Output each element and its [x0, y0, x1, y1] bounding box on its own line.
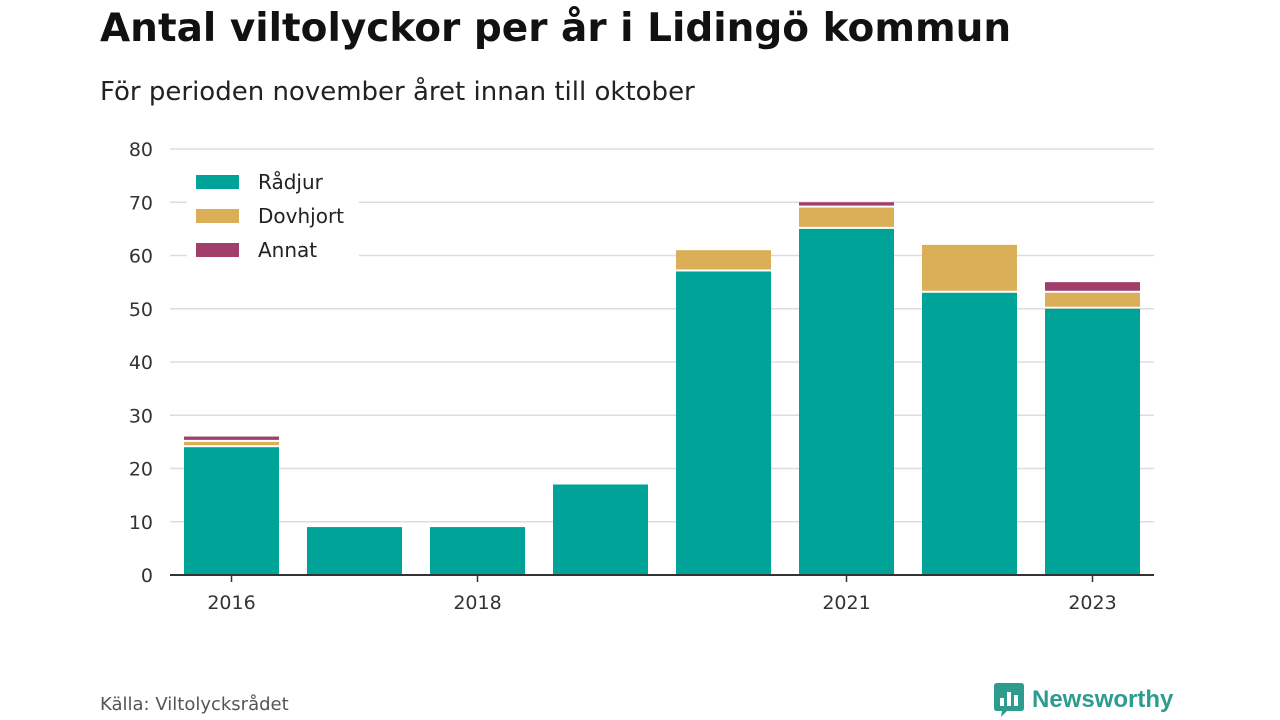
- x-tick-label: 2016: [207, 592, 255, 614]
- y-tick-label: 30: [129, 405, 153, 427]
- x-tick-label: 2018: [453, 592, 501, 614]
- y-tick-label: 70: [129, 192, 153, 214]
- legend-label: Dovhjort: [258, 204, 344, 228]
- chart-subtitle: För perioden november året innan till ok…: [100, 77, 695, 107]
- bar-segment: [553, 484, 648, 575]
- bar-segment: [430, 527, 525, 575]
- y-tick-label: 20: [129, 459, 153, 481]
- source-note: Källa: Viltolycksrådet: [100, 694, 289, 715]
- y-tick-label: 40: [129, 352, 153, 374]
- bar-segment: [676, 271, 771, 575]
- legend-swatch: [196, 175, 239, 189]
- newsworthy-logo-icon: [994, 683, 1024, 717]
- bar-segment: [1045, 282, 1140, 291]
- bar-segment: [184, 436, 279, 440]
- y-tick-label: 10: [129, 512, 153, 534]
- x-tick-label: 2021: [822, 592, 870, 614]
- legend-label: Annat: [258, 238, 317, 262]
- x-tick-label: 2023: [1068, 592, 1116, 614]
- bar-segment: [922, 244, 1017, 291]
- y-tick-label: 0: [141, 565, 153, 587]
- bar-segment: [799, 207, 894, 227]
- bar-segment: [799, 228, 894, 575]
- y-tick-label: 60: [129, 246, 153, 268]
- bar-segment: [799, 202, 894, 206]
- bar-segment: [184, 447, 279, 575]
- chart-title: Antal viltolyckor per år i Lidingö kommu…: [100, 6, 1012, 51]
- legend-label: Rådjur: [258, 170, 324, 194]
- legend-swatch: [196, 209, 239, 223]
- stacked-bar-chart: 0 10 20 30 40 50 60 70 80 2016 2018 2021 2023 Rådjur D…: [129, 139, 1154, 614]
- bar-segment: [307, 527, 402, 575]
- bar-segment: [676, 250, 771, 270]
- bar-segment: [1045, 292, 1140, 307]
- brand-name: Newsworthy: [1032, 686, 1174, 713]
- legend-swatch: [196, 243, 239, 257]
- bar-segment: [1045, 308, 1140, 575]
- bar-segment: [922, 292, 1017, 575]
- brand-logo: Newsworthy: [994, 683, 1173, 717]
- y-tick-label: 80: [129, 139, 153, 161]
- y-tick-label: 50: [129, 299, 153, 321]
- bar-segment: [184, 441, 279, 446]
